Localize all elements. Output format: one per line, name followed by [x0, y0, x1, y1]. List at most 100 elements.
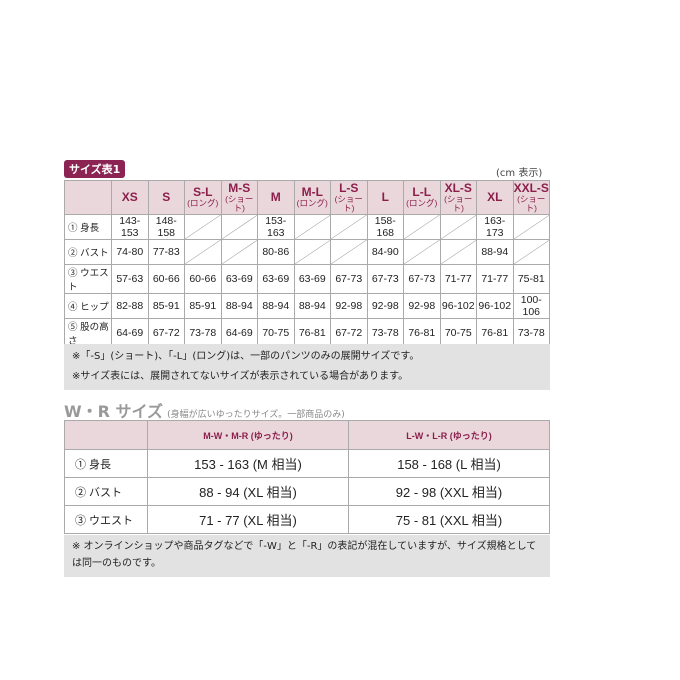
- value-cell: 77-83: [147, 239, 185, 265]
- table-row: ③ ウエスト 57-63 60-66 60-66 63-69 63-69 63-69 67-7…: [64, 264, 550, 294]
- wr-size-table: M-W・M-R (ゆったり) L-W・L-R (ゆったり) ① 身長 153 - 1…: [64, 420, 550, 534]
- value-cell: 76-81: [293, 318, 331, 348]
- value-cell: 88-94: [220, 293, 258, 319]
- value-cell: 85-91: [184, 293, 222, 319]
- empty-cell: [512, 214, 550, 240]
- value-cell: 73-78: [512, 318, 550, 348]
- size-table-badge: サイズ表1: [64, 160, 126, 178]
- value-cell: 158-168: [366, 214, 404, 240]
- value-cell: 92-98: [403, 293, 441, 319]
- size-table-header: XS S S-L (ロング) M-S (ショート) M M-L (ロング) L-S (ショート) L L…: [64, 180, 550, 215]
- value-cell: 75-81: [512, 264, 550, 294]
- value-cell: 67-73: [330, 264, 368, 294]
- size-code: L-L: [412, 185, 432, 200]
- size-subtype: (ショート): [334, 193, 363, 214]
- size-subtype: (ロング): [296, 198, 328, 209]
- size-code: M-S: [228, 180, 251, 195]
- wr-header-m: M-W・M-R (ゆったり): [147, 420, 349, 450]
- value-cell: 153 - 163 (M 相当): [147, 449, 349, 478]
- note-box-wr: ※ オンラインショップや商品タグなどで「-W」と「-R」の表記が混在していますが…: [64, 535, 550, 577]
- empty-cell: [184, 214, 222, 240]
- value-cell: 84-90: [366, 239, 404, 265]
- row-label: ③ ウエスト: [64, 505, 148, 534]
- value-cell: 76-81: [403, 318, 441, 348]
- value-cell: 100-106: [512, 293, 550, 319]
- value-cell: 80-86: [257, 239, 295, 265]
- size-header: XXL-S (ショート): [512, 180, 550, 215]
- value-cell: 88-94: [293, 293, 331, 319]
- value-cell: 60-66: [147, 264, 185, 294]
- empty-cell: [403, 239, 441, 265]
- note-line: ※サイズ表には、展開されてないサイズが表示されている場合があります。: [72, 371, 409, 382]
- size-header: S-L (ロング): [184, 180, 222, 215]
- size-code: XXL-S: [513, 180, 549, 195]
- value-cell: 75 - 81 (XXL 相当): [348, 505, 550, 534]
- row-label: ① 身長: [64, 214, 112, 240]
- empty-cell: [220, 239, 258, 265]
- empty-cell: [330, 214, 368, 240]
- table-row: ② バスト 74-80 77-83 80-86 84-90 88-94: [64, 239, 550, 265]
- size-header: XL-S (ショート): [439, 180, 477, 215]
- size-header: L: [366, 180, 404, 215]
- value-cell: 88-94: [476, 239, 514, 265]
- value-cell: 88 - 94 (XL 相当): [147, 477, 349, 506]
- empty-cell: [403, 214, 441, 240]
- value-cell: 96-102: [439, 293, 477, 319]
- value-cell: 64-69: [220, 318, 258, 348]
- size-table: XS S S-L (ロング) M-S (ショート) M M-L (ロング) L-S (ショート) L L…: [64, 180, 550, 348]
- size-code: M: [270, 189, 281, 204]
- value-cell: 153-163: [257, 214, 295, 240]
- empty-cell: [439, 239, 477, 265]
- value-cell: 63-69: [220, 264, 258, 294]
- row-label: ② バスト: [64, 239, 112, 265]
- wr-header-l: L-W・L-R (ゆったり): [348, 420, 550, 450]
- wr-title-text: W・R サイズ: [64, 402, 164, 421]
- value-cell: 63-69: [257, 264, 295, 294]
- size-header: XS: [111, 180, 149, 215]
- value-cell: 71-77: [476, 264, 514, 294]
- value-cell: 88-94: [257, 293, 295, 319]
- value-cell: 143-153: [111, 214, 149, 240]
- size-subtype: (ショート): [517, 193, 546, 214]
- size-code: XL-S: [444, 180, 472, 195]
- empty-cell: [293, 239, 331, 265]
- value-cell: 67-72: [330, 318, 368, 348]
- size-subtype: (ショート): [225, 193, 254, 214]
- value-cell: 92-98: [366, 293, 404, 319]
- value-cell: 63-69: [293, 264, 331, 294]
- table-row: ① 身長 153 - 163 (M 相当) 158 - 168 (L 相当): [64, 449, 550, 478]
- size-code: XL: [487, 189, 503, 204]
- value-cell: 85-91: [147, 293, 185, 319]
- table-row: ⑤ 股の高さ 64-69 67-72 73-78 64-69 70-75 76-81 67-7…: [64, 318, 550, 348]
- empty-cell: [330, 239, 368, 265]
- value-cell: 57-63: [111, 264, 149, 294]
- size-code: S: [162, 189, 171, 204]
- size-header: L-L (ロング): [403, 180, 441, 215]
- value-cell: 158 - 168 (L 相当): [348, 449, 550, 478]
- empty-cell: [184, 239, 222, 265]
- table-row: ② バスト 88 - 94 (XL 相当) 92 - 98 (XXL 相当): [64, 477, 550, 506]
- size-code: XS: [121, 189, 138, 204]
- value-cell: 82-88: [111, 293, 149, 319]
- value-cell: 67-73: [366, 264, 404, 294]
- row-label: ③ ウエスト: [64, 264, 112, 294]
- size-header: M: [257, 180, 295, 215]
- row-label: ④ ヒップ: [64, 293, 112, 319]
- unit-label: (cm 表示): [496, 168, 543, 179]
- size-code: M-L: [301, 185, 323, 200]
- value-cell: 67-72: [147, 318, 185, 348]
- row-label: ② バスト: [64, 477, 148, 506]
- empty-cell: [220, 214, 258, 240]
- wr-size-title: W・R サイズ (身幅が広いゆったりサイズ。一部商品のみ): [64, 398, 345, 422]
- wr-subtitle: (身幅が広いゆったりサイズ。一部商品のみ): [167, 410, 345, 420]
- table-row: ④ ヒップ 82-88 85-91 85-91 88-94 88-94 88-94 92-98…: [64, 293, 550, 319]
- note-line: ※「-S」(ショート)、「-L」(ロング)は、一部のパンツのみの展開サイズです。: [72, 351, 420, 362]
- size-header: M-L (ロング): [293, 180, 331, 215]
- value-cell: 92-98: [330, 293, 368, 319]
- size-header: L-S (ショート): [330, 180, 368, 215]
- value-cell: 92 - 98 (XXL 相当): [348, 477, 550, 506]
- size-header: S: [147, 180, 185, 215]
- note-box-sizes: ※「-S」(ショート)、「-L」(ロング)は、一部のパンツのみの展開サイズです。…: [64, 344, 550, 390]
- header-corner: [64, 420, 148, 450]
- value-cell: 70-75: [257, 318, 295, 348]
